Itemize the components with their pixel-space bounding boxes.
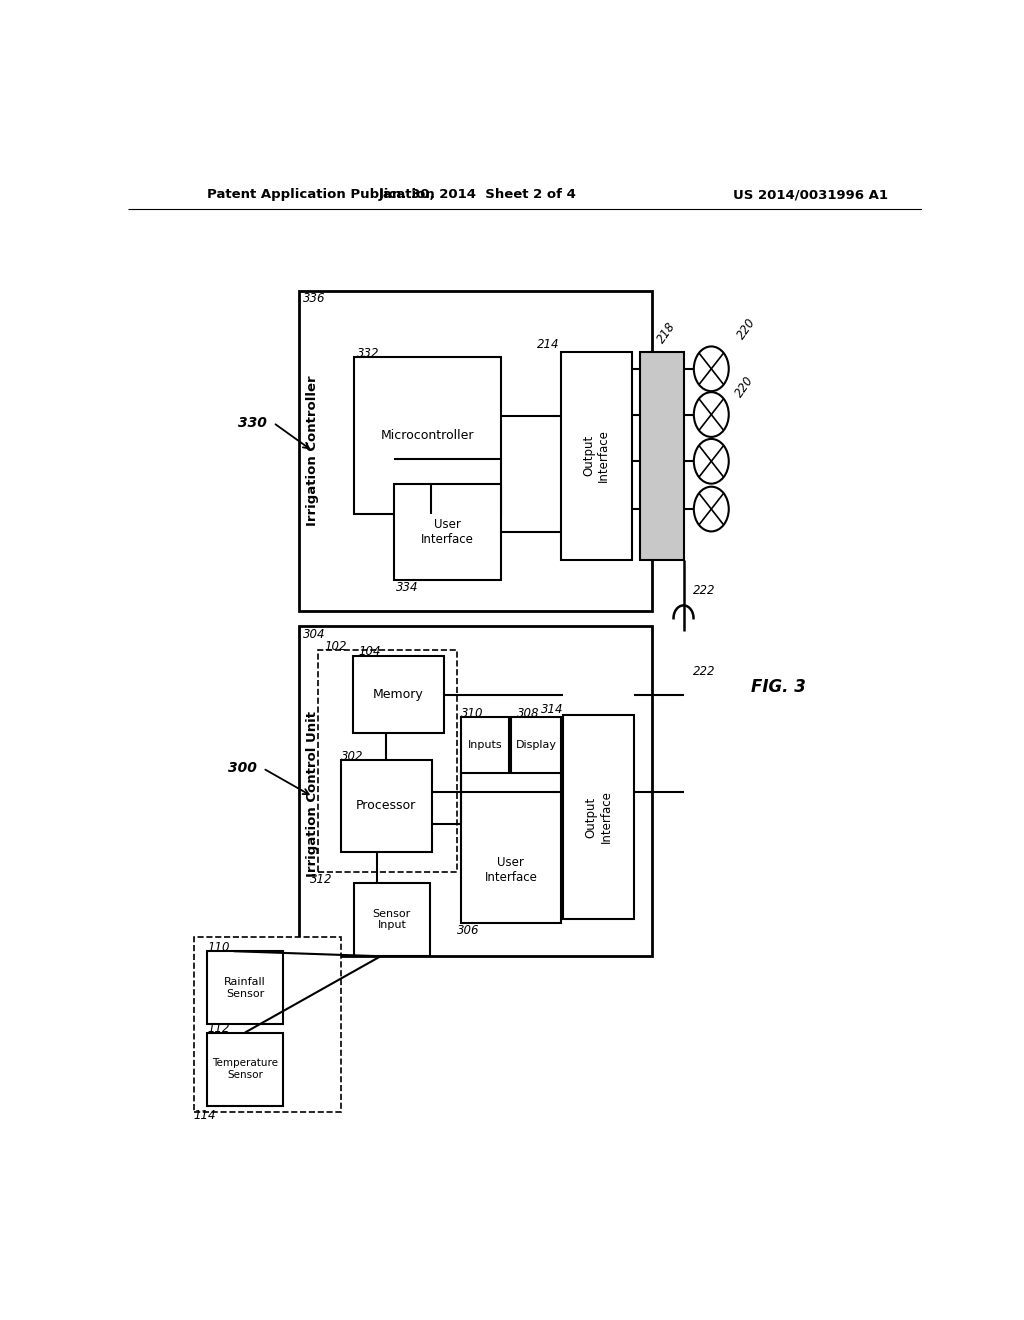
Text: Inputs: Inputs (468, 741, 503, 750)
Bar (394, 483, 501, 581)
Text: 308: 308 (517, 706, 540, 719)
Text: 214: 214 (537, 338, 559, 351)
Text: 336: 336 (303, 292, 325, 305)
Text: Microcontroller: Microcontroller (381, 429, 474, 442)
Text: 222: 222 (693, 665, 716, 678)
Bar (341, 760, 432, 851)
Text: 222: 222 (693, 583, 716, 597)
Text: Output
Interface: Output Interface (585, 791, 612, 843)
Text: Irrigation Control Unit: Irrigation Control Unit (305, 710, 318, 876)
Bar (299, 290, 652, 611)
Text: 306: 306 (458, 924, 480, 937)
Text: 310: 310 (461, 706, 483, 719)
Text: US 2014/0031996 A1: US 2014/0031996 A1 (733, 189, 888, 202)
Text: 112: 112 (207, 1022, 229, 1035)
Bar (461, 772, 560, 923)
Text: Processor: Processor (356, 800, 417, 812)
Text: 220: 220 (735, 317, 759, 342)
Text: 220: 220 (733, 374, 757, 400)
Text: 302: 302 (341, 750, 364, 763)
Text: 312: 312 (310, 873, 333, 886)
Text: 114: 114 (194, 1109, 216, 1122)
Bar (461, 718, 509, 774)
Bar (352, 656, 443, 733)
Text: 330: 330 (238, 416, 267, 430)
Text: Output
Interface: Output Interface (583, 429, 610, 482)
Bar (299, 626, 652, 956)
Text: 300: 300 (227, 762, 257, 775)
Text: Irrigation Controller: Irrigation Controller (305, 376, 318, 527)
Text: Display: Display (515, 741, 556, 750)
Bar (354, 356, 501, 515)
Text: 104: 104 (358, 645, 381, 657)
Bar (318, 651, 458, 873)
Text: 102: 102 (325, 640, 347, 653)
Text: 110: 110 (207, 941, 229, 953)
Text: 332: 332 (356, 347, 379, 360)
Text: 218: 218 (654, 321, 678, 346)
Text: Jan. 30, 2014  Sheet 2 of 4: Jan. 30, 2014 Sheet 2 of 4 (378, 189, 577, 202)
Text: 314: 314 (541, 702, 563, 715)
Text: User
Interface: User Interface (484, 857, 538, 884)
Bar (563, 715, 634, 919)
Bar (207, 952, 283, 1024)
Bar (560, 351, 632, 560)
Bar (640, 351, 684, 560)
Text: Memory: Memory (373, 688, 424, 701)
Bar (511, 718, 560, 774)
Text: 304: 304 (303, 627, 325, 640)
Text: 334: 334 (396, 581, 419, 594)
Text: User
Interface: User Interface (421, 517, 474, 546)
Text: Rainfall
Sensor: Rainfall Sensor (224, 977, 266, 999)
Bar (207, 1032, 283, 1106)
Text: Temperature
Sensor: Temperature Sensor (212, 1059, 279, 1080)
Text: FIG. 3: FIG. 3 (752, 678, 806, 696)
Text: Patent Application Publication: Patent Application Publication (207, 189, 435, 202)
Bar (194, 937, 341, 1111)
Text: Sensor
Input: Sensor Input (373, 909, 411, 931)
Bar (354, 883, 430, 956)
